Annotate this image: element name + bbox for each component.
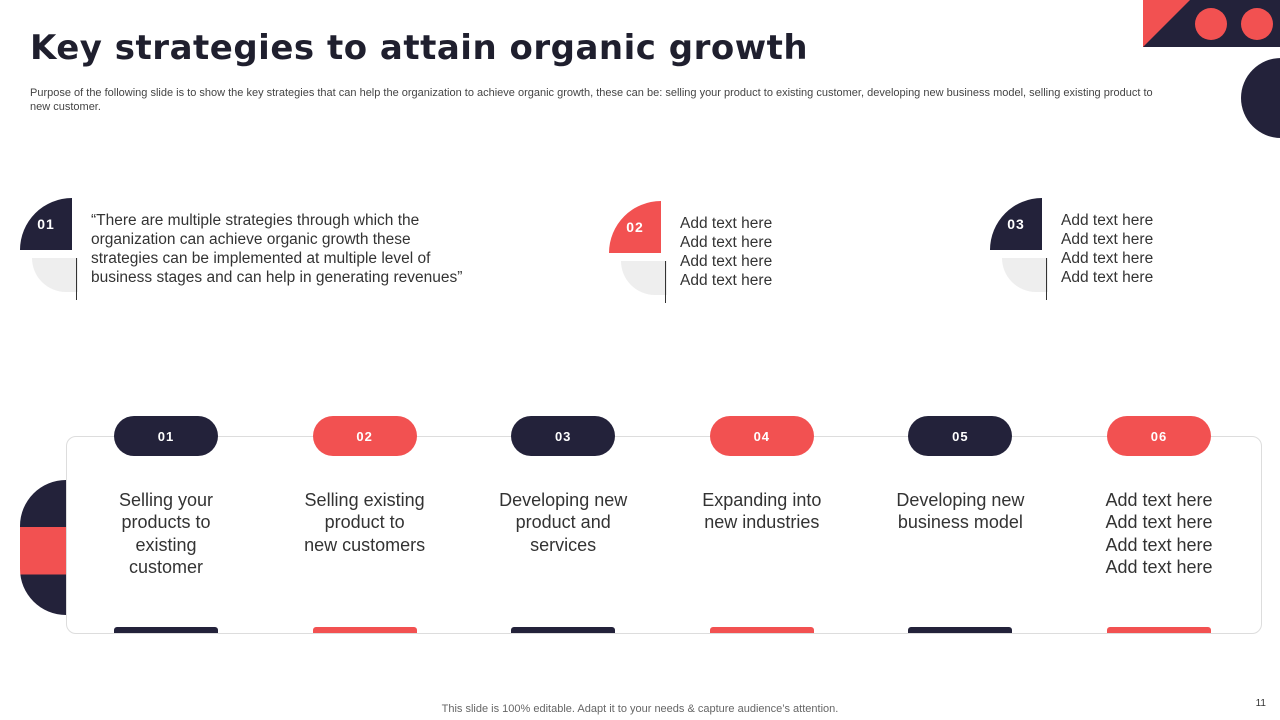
note-badge: 03 [990,198,1042,250]
note-text: Add text here [1061,212,1154,229]
step-bar [1107,627,1211,633]
step-bar [908,627,1013,633]
step-text: Add text here [1105,534,1213,555]
note-badge: 02 [609,201,661,253]
note-text: Add text here [680,272,773,289]
step-text: business model [897,512,1023,533]
step-badge: 03 [511,416,616,456]
page-number: 11 [1255,698,1266,709]
step-bar [114,627,218,633]
side-decoration [20,480,66,615]
note-text: Add text here [1061,231,1154,248]
step-text: Selling existing [304,490,425,510]
note-line [1046,258,1047,300]
note-text: Add text here [1061,269,1154,286]
step-bar [511,627,616,633]
step-text: Developing new [499,490,628,510]
circle-decoration [1241,58,1280,138]
step-text: Selling your [118,490,214,510]
note-text: Add text here [680,234,773,251]
step-text: existing [135,534,197,555]
step-badge: 01 [114,416,218,456]
step-text: products to [121,512,211,533]
note-text: Add text here [680,215,773,232]
note-text: Add text here [680,253,773,270]
step-text: Add text here [1105,490,1213,510]
step-text: product and [515,512,611,533]
step-text: new customers [304,534,426,555]
step-text: product to [324,512,405,533]
subtitle: Purpose of the following slide is to sho… [30,87,1153,113]
note-text: Add text here [1061,250,1154,267]
note-shape [1002,258,1048,292]
footer: This slide is 100% editable. Adapt it to… [441,703,839,715]
note-shape [621,261,667,295]
step-badge: 05 [908,416,1013,456]
note-shape [32,258,78,292]
note-text: “There are multiple strategies through w… [91,212,420,229]
step-text: services [530,534,597,555]
step-badge: 02 [312,416,417,456]
corner-decoration [1143,0,1280,47]
card [66,436,1262,634]
step-text: Add text here [1105,556,1213,577]
note-text: business stages and can help in generati… [91,269,463,286]
step-bar [709,627,814,633]
note-line [665,261,666,303]
step-text: Add text here [1105,512,1213,533]
step-text: Expanding into [702,490,822,510]
step-text: new industries [704,512,820,533]
step-text: customer [128,556,204,577]
title: Key strategies to attain organic growth [30,28,809,68]
note-text: strategies can be implemented at multipl… [91,250,431,267]
note-line [76,258,77,300]
step-bar [312,627,417,633]
note-badge: 01 [20,198,72,250]
step-text: Developing new [896,490,1025,510]
step-badge: 04 [709,416,814,456]
note-text: organization can achieve organic growth … [91,231,411,248]
step-badge: 06 [1107,416,1211,456]
